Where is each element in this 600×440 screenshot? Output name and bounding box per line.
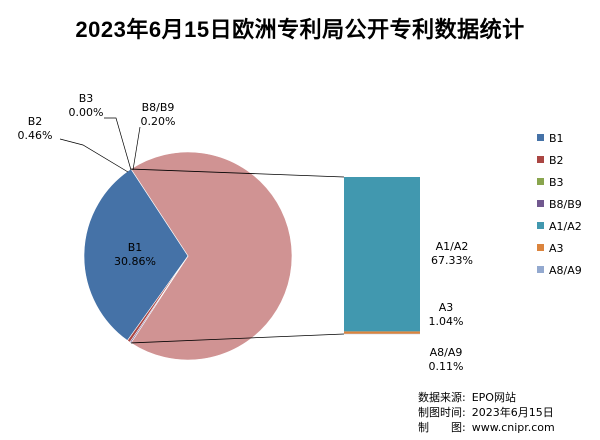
leader-line-b2 bbox=[60, 139, 128, 172]
data-label-a1-a2: A1/A267.33% bbox=[431, 240, 473, 267]
footer-maker: 制 图: www.cnipr.com bbox=[418, 420, 555, 435]
legend-swatch-b2 bbox=[537, 156, 544, 163]
time-label: 制图时间: bbox=[418, 406, 466, 419]
data-label-b2: B20.46% bbox=[18, 115, 53, 142]
data-label-a3: A31.04% bbox=[429, 301, 464, 328]
stacked-bar-group bbox=[344, 177, 420, 334]
legend-swatch-a8-a9 bbox=[537, 266, 544, 273]
footer-info: 数据来源: EPO网站 制图时间: 2023年6月15日 制 图: www.cnipr… bbox=[418, 390, 555, 435]
data-label-b8-b9: B8/B90.20% bbox=[141, 101, 176, 128]
source-value: EPO网站 bbox=[472, 391, 516, 404]
legend-swatch-a1-a2 bbox=[537, 222, 544, 229]
legend-label-a1-a2: A1/A2 bbox=[549, 220, 582, 233]
source-label: 数据来源: bbox=[418, 391, 466, 404]
legend-label-a8-a9: A8/A9 bbox=[549, 264, 582, 277]
legend-swatch-a3 bbox=[537, 244, 544, 251]
legend-label-b2: B2 bbox=[549, 154, 564, 167]
maker-value: www.cnipr.com bbox=[472, 421, 555, 434]
legend-swatch-b8-b9 bbox=[537, 200, 544, 207]
data-label-a8-a9: A8/A90.11% bbox=[429, 346, 464, 373]
legend-label-b1: B1 bbox=[549, 132, 564, 145]
leader-line-b8-b9 bbox=[133, 127, 140, 170]
legend-label-b8-b9: B8/B9 bbox=[549, 198, 582, 211]
footer-source: 数据来源: EPO网站 bbox=[418, 390, 555, 405]
legend: B1 B2 B3 B8/B9 A1/A2 A3 A8/A9 bbox=[537, 132, 582, 277]
legend-swatch-b1 bbox=[537, 134, 544, 141]
time-value: 2023年6月15日 bbox=[472, 406, 554, 419]
leader-line-b3 bbox=[104, 118, 131, 170]
footer-time: 制图时间: 2023年6月15日 bbox=[418, 405, 555, 420]
legend-label-a3: A3 bbox=[549, 242, 564, 255]
legend-label-b3: B3 bbox=[549, 176, 564, 189]
bar-segment-a3 bbox=[344, 331, 420, 333]
legend-swatch-b3 bbox=[537, 178, 544, 185]
maker-label: 制 图: bbox=[418, 421, 466, 434]
bar-segment-a1-a2 bbox=[344, 177, 420, 331]
data-label-b3: B30.00% bbox=[69, 92, 104, 119]
